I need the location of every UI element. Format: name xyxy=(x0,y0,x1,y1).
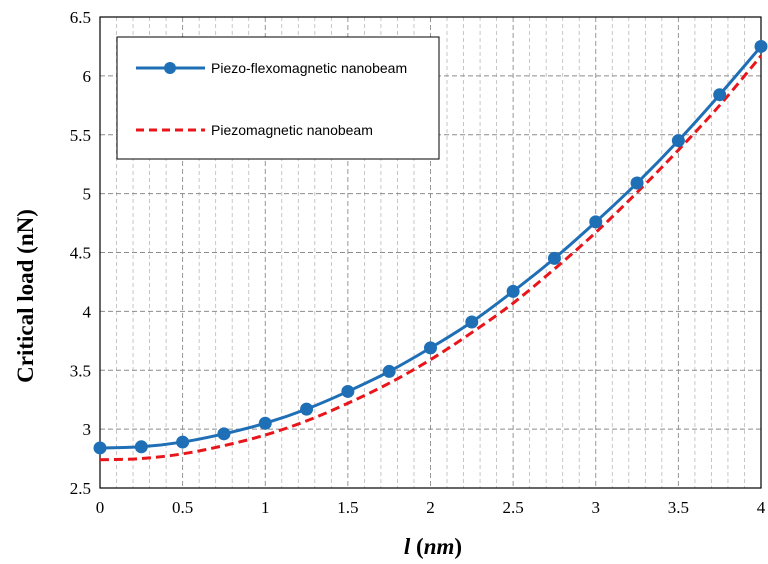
data-point-piezo-flexomagnetic xyxy=(93,441,107,455)
x-axis-title-unit: nm xyxy=(424,534,455,559)
legend-label-piezo-flexomagnetic: Piezo-flexomagnetic nanobeam xyxy=(211,60,407,76)
data-point-piezo-flexomagnetic xyxy=(300,402,314,416)
y-tick-labels: 2.5 3 3.5 4 4.5 5 5.5 6 6.5 xyxy=(70,8,92,498)
data-point-piezo-flexomagnetic xyxy=(424,341,437,355)
x-tick-label: 4 xyxy=(757,498,766,517)
legend-label-piezomagnetic: Piezomagnetic nanobeam xyxy=(211,122,373,138)
series-layer xyxy=(93,39,768,462)
y-tick-label: 6.5 xyxy=(70,8,91,27)
data-point-piezo-flexomagnetic xyxy=(258,416,272,430)
data-point-piezo-flexomagnetic xyxy=(713,88,727,102)
data-point-piezo-flexomagnetic xyxy=(382,364,396,378)
x-axis-title-close-paren: ) xyxy=(454,534,462,559)
x-axis-title-open-paren: ( xyxy=(410,534,423,559)
data-point-piezo-flexomagnetic xyxy=(630,176,644,190)
data-point-piezo-flexomagnetic xyxy=(754,39,768,53)
y-tick-label: 6 xyxy=(83,67,92,86)
y-tick-label: 5 xyxy=(83,185,92,204)
data-point-piezo-flexomagnetic xyxy=(589,215,603,229)
data-point-piezo-flexomagnetic xyxy=(217,427,231,441)
y-tick-label: 5.5 xyxy=(70,126,91,145)
legend: Piezo-flexomagnetic nanobeam Piezomagnet… xyxy=(116,36,440,160)
data-point-piezo-flexomagnetic xyxy=(176,435,190,449)
x-axis-title: l (nm) xyxy=(404,534,462,559)
x-tick-label: 2 xyxy=(426,498,435,517)
data-point-piezo-flexomagnetic xyxy=(506,284,520,298)
data-point-piezo-flexomagnetic xyxy=(547,251,561,265)
plot-area-frame xyxy=(99,16,762,489)
data-point-piezo-flexomagnetic xyxy=(465,315,479,329)
y-tick-label: 2.5 xyxy=(70,479,91,498)
x-tick-label: 3 xyxy=(592,498,601,517)
x-tick-label: 3.5 xyxy=(668,498,689,517)
series-line-piezomagnetic xyxy=(99,54,763,462)
y-tick-label: 3.5 xyxy=(70,361,91,380)
data-point-piezo-flexomagnetic xyxy=(341,384,355,398)
x-tick-label: 2.5 xyxy=(503,498,524,517)
x-axis-title-variable: l xyxy=(404,534,411,559)
y-tick-label: 4 xyxy=(83,302,92,321)
legend-box xyxy=(116,36,440,160)
y-tick-label: 3 xyxy=(83,420,92,439)
x-tick-labels: 0 0.5 1 1.5 2 2.5 3 3.5 4 xyxy=(96,498,766,517)
x-tick-label: 0 xyxy=(96,498,105,517)
data-point-piezo-flexomagnetic xyxy=(134,440,148,454)
data-point-piezo-flexomagnetic xyxy=(671,134,685,148)
y-tick-label: 4.5 xyxy=(70,244,91,263)
legend-marker-piezo-flexomagnetic xyxy=(164,62,176,74)
x-tick-label: 1 xyxy=(261,498,270,517)
y-axis-title: Critical load (nN) xyxy=(13,209,38,383)
x-tick-label: 1.5 xyxy=(337,498,358,517)
x-tick-label: 0.5 xyxy=(172,498,193,517)
